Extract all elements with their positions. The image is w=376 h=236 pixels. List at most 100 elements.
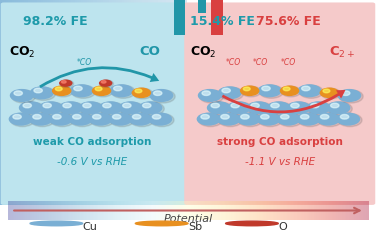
Circle shape — [19, 101, 43, 114]
Circle shape — [280, 85, 299, 96]
Circle shape — [323, 89, 330, 93]
Text: CO$_2$: CO$_2$ — [9, 44, 36, 59]
Circle shape — [92, 85, 111, 96]
Circle shape — [111, 85, 135, 98]
Circle shape — [14, 91, 23, 96]
Circle shape — [138, 101, 162, 114]
Text: CO$_2$: CO$_2$ — [190, 44, 217, 59]
Text: 75.6% FE: 75.6% FE — [256, 15, 320, 28]
Circle shape — [9, 113, 33, 126]
Circle shape — [302, 86, 310, 91]
Bar — [198, 0, 206, 13]
Circle shape — [311, 103, 319, 108]
Circle shape — [30, 221, 83, 226]
Circle shape — [341, 91, 350, 96]
Circle shape — [268, 102, 293, 115]
Circle shape — [152, 114, 161, 119]
Circle shape — [231, 103, 240, 108]
Circle shape — [55, 87, 62, 91]
Text: O: O — [278, 222, 287, 232]
Circle shape — [101, 80, 106, 83]
Circle shape — [71, 85, 96, 98]
Circle shape — [108, 113, 132, 126]
Text: -1.1 V vs RHE: -1.1 V vs RHE — [245, 157, 315, 167]
Bar — [211, 0, 223, 35]
Circle shape — [132, 88, 151, 98]
Bar — [174, 0, 185, 35]
Circle shape — [280, 114, 289, 119]
Circle shape — [211, 103, 220, 108]
Circle shape — [100, 80, 114, 87]
Circle shape — [218, 114, 243, 127]
Circle shape — [12, 90, 36, 103]
Circle shape — [320, 88, 339, 98]
Circle shape — [90, 114, 114, 127]
Circle shape — [123, 103, 131, 108]
Text: Sb: Sb — [188, 222, 202, 232]
Circle shape — [148, 113, 172, 126]
Circle shape — [99, 80, 112, 87]
FancyBboxPatch shape — [1, 2, 186, 205]
Circle shape — [298, 114, 322, 127]
Circle shape — [74, 86, 82, 91]
Circle shape — [258, 114, 282, 127]
Circle shape — [32, 87, 56, 100]
Circle shape — [68, 113, 92, 126]
Circle shape — [229, 102, 253, 115]
Circle shape — [217, 113, 241, 126]
Circle shape — [258, 84, 282, 97]
Text: *CO: *CO — [253, 58, 268, 67]
Text: 98.2% FE: 98.2% FE — [23, 15, 87, 28]
Circle shape — [70, 114, 94, 127]
Circle shape — [199, 114, 223, 127]
Circle shape — [120, 102, 144, 115]
Circle shape — [241, 114, 249, 119]
Circle shape — [112, 114, 121, 119]
Circle shape — [281, 86, 301, 97]
Text: *CO: *CO — [77, 58, 92, 67]
Circle shape — [337, 89, 361, 102]
Circle shape — [339, 90, 363, 103]
Circle shape — [23, 103, 32, 108]
Circle shape — [41, 102, 65, 115]
Circle shape — [226, 221, 278, 226]
Circle shape — [336, 113, 360, 126]
Circle shape — [43, 103, 52, 108]
Circle shape — [241, 86, 261, 97]
Circle shape — [197, 113, 221, 126]
Circle shape — [135, 89, 142, 93]
Circle shape — [240, 85, 259, 96]
Circle shape — [209, 102, 233, 115]
Circle shape — [267, 101, 291, 114]
Circle shape — [247, 101, 271, 114]
Circle shape — [198, 89, 222, 102]
Circle shape — [73, 114, 81, 119]
Circle shape — [256, 113, 280, 126]
Circle shape — [79, 101, 103, 114]
Circle shape — [34, 88, 42, 93]
Circle shape — [33, 114, 41, 119]
Circle shape — [130, 114, 154, 127]
Circle shape — [291, 103, 299, 108]
Circle shape — [340, 114, 349, 119]
Circle shape — [297, 84, 321, 97]
Circle shape — [132, 114, 141, 119]
FancyBboxPatch shape — [184, 2, 375, 205]
Circle shape — [133, 88, 153, 99]
Circle shape — [60, 80, 74, 87]
Circle shape — [326, 101, 350, 114]
Circle shape — [92, 114, 101, 119]
Circle shape — [153, 91, 162, 96]
Circle shape — [306, 101, 331, 114]
FancyArrowPatch shape — [222, 90, 346, 113]
Circle shape — [201, 114, 209, 119]
Circle shape — [237, 113, 261, 126]
FancyArrowPatch shape — [39, 66, 159, 88]
Circle shape — [262, 86, 270, 91]
Circle shape — [288, 102, 312, 115]
Circle shape — [83, 103, 91, 108]
Circle shape — [53, 114, 61, 119]
Circle shape — [221, 114, 229, 119]
Circle shape — [21, 102, 45, 115]
Circle shape — [308, 102, 332, 115]
